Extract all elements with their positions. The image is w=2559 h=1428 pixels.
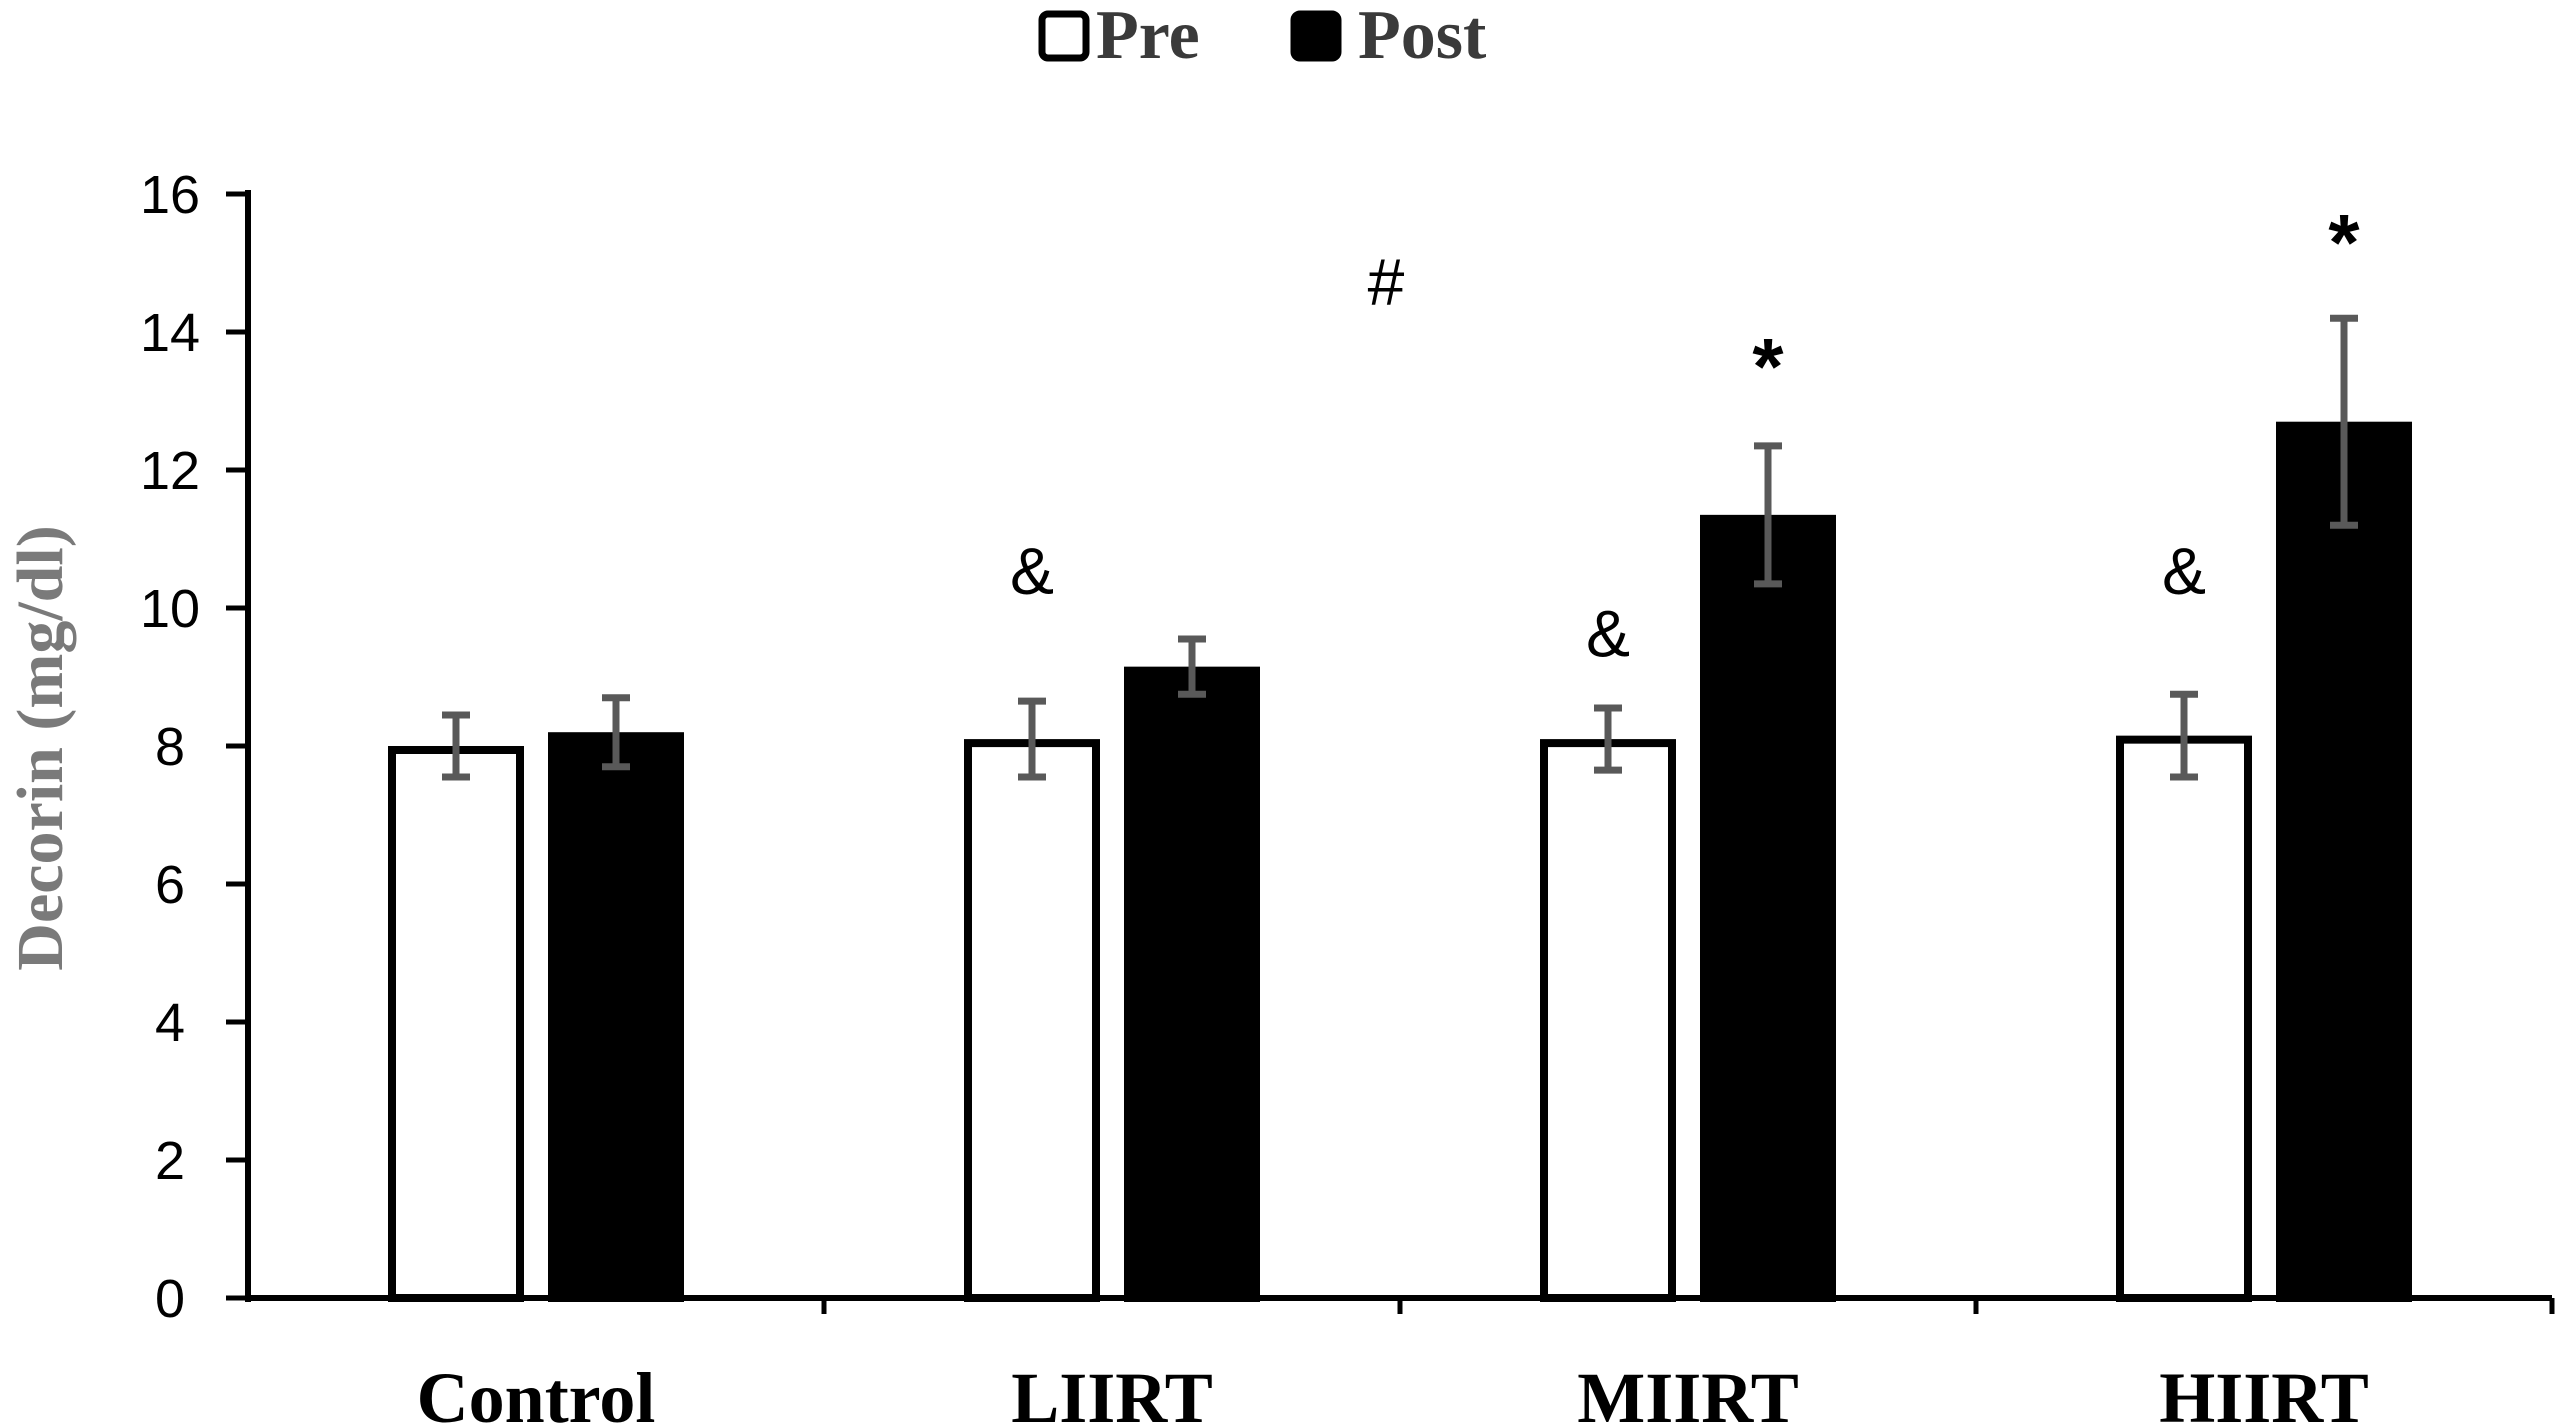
y-tick-label: 16 <box>140 165 200 225</box>
bar-pre-control <box>388 746 524 1302</box>
bar-post-control <box>548 732 684 1302</box>
bars <box>388 421 2412 1302</box>
legend-label: Post <box>1358 0 1486 74</box>
error-bar-pre-liirt <box>1018 697 1046 781</box>
y-tick-label: 12 <box>140 441 200 501</box>
bar-post-hiirt <box>2276 421 2412 1302</box>
bar-post-miirt <box>1700 514 1836 1302</box>
annotation-ampersand: & <box>1586 596 1630 670</box>
legend: Pre Post <box>1038 0 1486 74</box>
y-tick-label: 2 <box>155 1131 185 1191</box>
y-axis-ticks: 0 2 4 6 8 10 12 14 16 <box>140 165 248 1329</box>
y-tick-label: 8 <box>155 717 185 777</box>
x-axis-category-labels: Control LIIRT MIIRT HIIRT <box>417 1358 2369 1428</box>
annotation-hash: # <box>1368 244 1405 318</box>
bar-pre-liirt <box>964 739 1100 1302</box>
error-bar-post-hiirt <box>2330 314 2358 529</box>
x-tick-label: HIIRT <box>2159 1358 2369 1428</box>
bar-pre-hiirt <box>2116 735 2252 1302</box>
annotations: & & & * * # <box>1010 198 2360 670</box>
y-tick-label: 6 <box>155 855 185 915</box>
y-tick-label: 4 <box>155 993 185 1053</box>
bar-post-liirt <box>1124 666 1260 1302</box>
error-bar-pre-control <box>442 711 470 781</box>
legend-label: Pre <box>1096 0 1200 74</box>
error-bar-pre-hiirt <box>2170 690 2198 781</box>
x-tick-label: LIIRT <box>1011 1358 1213 1428</box>
y-axis-label: Decorin (mg/dl) <box>4 525 77 970</box>
error-bar-post-miirt <box>1754 442 1782 588</box>
error-bar-post-control <box>602 694 630 771</box>
annotation-asterisk: * <box>1752 322 1784 411</box>
error-bar-pre-miirt <box>1594 704 1622 774</box>
annotation-ampersand: & <box>1010 534 1054 608</box>
x-tick-label: MIIRT <box>1577 1358 1798 1428</box>
legend-swatch <box>1290 10 1342 62</box>
y-tick-label: 10 <box>140 579 200 639</box>
legend-item-pre: Pre <box>1038 0 1200 74</box>
y-tick-label: 14 <box>140 303 200 363</box>
y-tick-label: 0 <box>155 1269 185 1329</box>
annotation-ampersand: & <box>2162 534 2206 608</box>
annotation-asterisk: * <box>2328 198 2360 287</box>
bar-pre-miirt <box>1540 739 1676 1302</box>
legend-item-post: Post <box>1290 0 1486 74</box>
x-tick-label: Control <box>417 1358 656 1428</box>
legend-swatch <box>1038 10 1090 62</box>
error-bar-post-liirt <box>1178 635 1206 698</box>
error-bars <box>442 314 2358 781</box>
